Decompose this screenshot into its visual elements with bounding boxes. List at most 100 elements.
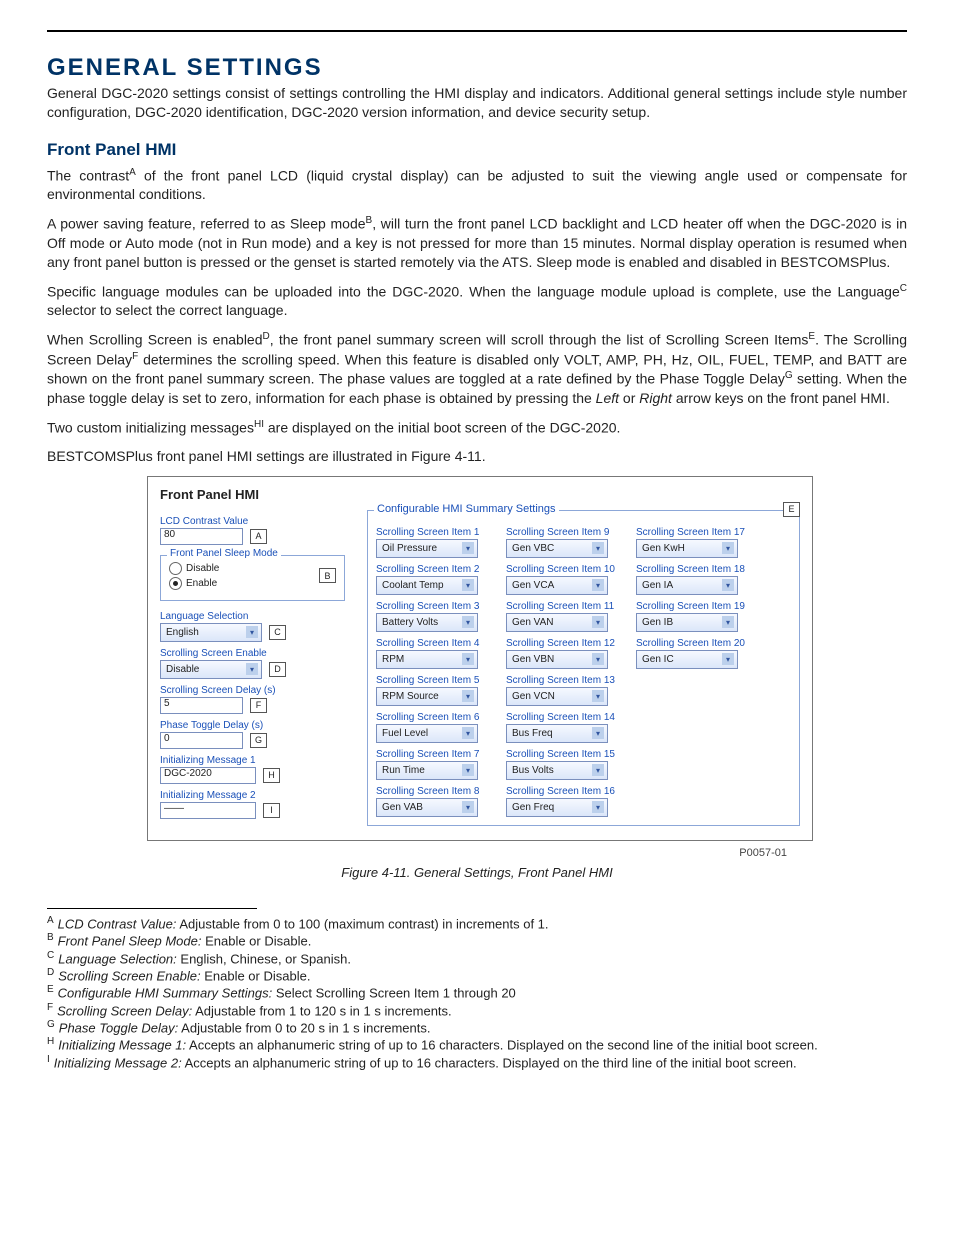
hmi-panel: Front Panel HMI LCD Contrast Value 80 A … <box>147 476 813 841</box>
footnote: BFront Panel Sleep Mode: Enable or Disab… <box>47 932 907 948</box>
scroll-item-select[interactable]: Battery Volts▾ <box>376 613 478 632</box>
select-value: Coolant Temp <box>382 580 444 591</box>
chevron-down-icon: ▾ <box>592 653 604 665</box>
init1-input[interactable]: DGC-2020 <box>160 767 256 784</box>
scroll-item-label: Scrolling Screen Item 3 <box>376 601 496 612</box>
footnote-letter: B <box>47 932 54 943</box>
label-contrast: LCD Contrast Value <box>160 516 345 527</box>
footnote-label: Initializing Message 1: <box>58 1038 186 1053</box>
scroll-item-select[interactable]: Gen VBN▾ <box>506 650 608 669</box>
text: determines the scrolling speed. When thi… <box>47 351 907 387</box>
scroll-item-label: Scrolling Screen Item 12 <box>506 638 626 649</box>
select-value: Battery Volts <box>382 617 438 628</box>
text: When Scrolling Screen is enabled <box>47 332 263 348</box>
scroll-item-label: Scrolling Screen Item 5 <box>376 675 496 686</box>
footnote-label: Scrolling Screen Delay: <box>57 1003 192 1018</box>
fieldset-sleep: Front Panel Sleep Mode Disable Enable B <box>160 555 345 601</box>
select-value: Gen VAN <box>512 617 554 628</box>
scroll-item-select[interactable]: Oil Pressure▾ <box>376 539 478 558</box>
scroll-item-label: Scrolling Screen Item 19 <box>636 601 756 612</box>
scroll-item-select[interactable]: Gen IC▾ <box>636 650 738 669</box>
radio-enable[interactable]: Enable <box>169 577 219 590</box>
footnote: ALCD Contrast Value: Adjustable from 0 t… <box>47 915 907 931</box>
footnote-letter: H <box>47 1036 54 1047</box>
footnote-text: Select Scrolling Screen Item 1 through 2… <box>272 986 516 1001</box>
hmi-right-column: Configurable HMI Summary Settings E Scro… <box>367 510 800 826</box>
scroll-item-label: Scrolling Screen Item 8 <box>376 786 496 797</box>
scroll-item-select[interactable]: RPM▾ <box>376 650 478 669</box>
right-col-title: Configurable HMI Summary Settings <box>374 503 559 515</box>
scroll-item-label: Scrolling Screen Item 10 <box>506 564 626 575</box>
scroll-item-select[interactable]: Gen KwH▾ <box>636 539 738 558</box>
text: of the front panel LCD (liquid crystal d… <box>47 167 907 202</box>
tag-f: F <box>250 698 267 713</box>
contrast-input[interactable]: 80 <box>160 528 243 545</box>
language-select[interactable]: English▾ <box>160 623 262 642</box>
scroll-item-select[interactable]: Run Time▾ <box>376 761 478 780</box>
select-value: Gen Freq <box>512 802 554 813</box>
scroll-item-select[interactable]: Gen VAB▾ <box>376 798 478 817</box>
footnote-letter: A <box>47 915 54 926</box>
footnote-text: Adjustable from 1 to 120 s in 1 s increm… <box>192 1003 451 1018</box>
chevron-down-icon: ▾ <box>592 616 604 628</box>
scroll-item-label: Scrolling Screen Item 18 <box>636 564 756 575</box>
scroll-item-select[interactable]: Bus Volts▾ <box>506 761 608 780</box>
footnote: H Initializing Message 1: Accepts an alph… <box>47 1036 907 1052</box>
footnote-label: Initializing Message 2: <box>54 1055 182 1070</box>
footnote-ref: C <box>900 283 907 294</box>
scroll-item-label: Scrolling Screen Item 7 <box>376 749 496 760</box>
footnote-ref: G <box>785 370 793 381</box>
text: , the front panel summary screen will sc… <box>270 332 809 348</box>
chevron-down-icon: ▾ <box>592 690 604 702</box>
figure-number: P0057-01 <box>147 847 787 859</box>
label-init2: Initializing Message 2 <box>160 790 345 801</box>
footnote-label: Phase Toggle Delay: <box>59 1020 179 1035</box>
tag-i: I <box>263 803 280 818</box>
scroll-item-select[interactable]: Gen VCN▾ <box>506 687 608 706</box>
chevron-down-icon: ▾ <box>592 579 604 591</box>
scroll-item-label: Scrolling Screen Item 2 <box>376 564 496 575</box>
footnote-ref: HI <box>254 419 264 430</box>
radio-label: Enable <box>186 578 217 589</box>
footnote-letter: C <box>47 950 54 961</box>
footnote-text: Adjustable from 0 to 100 (maximum contra… <box>176 916 548 931</box>
scroll-delay-input[interactable]: 5 <box>160 697 243 714</box>
chevron-down-icon: ▾ <box>592 801 604 813</box>
scroll-item-select[interactable]: Fuel Level▾ <box>376 724 478 743</box>
select-value: Run Time <box>382 765 425 776</box>
text: The contrast <box>47 167 129 183</box>
select-value: Gen VBC <box>512 543 554 554</box>
select-value: Disable <box>166 664 199 675</box>
chevron-down-icon: ▾ <box>462 727 474 739</box>
scroll-item-label: Scrolling Screen Item 6 <box>376 712 496 723</box>
footnote: DScrolling Screen Enable: Enable or Disa… <box>47 967 907 983</box>
scroll-item-select[interactable]: Gen IA▾ <box>636 576 738 595</box>
select-value: Gen IA <box>642 580 673 591</box>
footnote-text: Accepts an alphanumeric string of up to … <box>186 1038 818 1053</box>
scroll-item-label: Scrolling Screen Item 17 <box>636 527 756 538</box>
intro-paragraph: General DGC-2020 settings consist of set… <box>47 84 907 122</box>
footnote-text: Adjustable from 0 to 20 s in 1 s increme… <box>178 1020 430 1035</box>
scroll-item-select[interactable]: Gen VCA▾ <box>506 576 608 595</box>
scroll-item-select[interactable]: Gen Freq ▾ <box>506 798 608 817</box>
footnote-text: Enable or Disable. <box>201 934 311 949</box>
phase-delay-input[interactable]: 0 <box>160 732 243 749</box>
init2-input[interactable]: —— <box>160 802 256 819</box>
scroll-enable-select[interactable]: Disable▾ <box>160 660 262 679</box>
chevron-down-icon: ▾ <box>462 579 474 591</box>
radio-disable[interactable]: Disable <box>169 562 219 575</box>
tag-d: D <box>269 662 286 677</box>
page: GENERAL SETTINGS General DGC-2020 settin… <box>35 30 919 1095</box>
scroll-item-select[interactable]: RPM Source▾ <box>376 687 478 706</box>
chevron-down-icon: ▾ <box>592 542 604 554</box>
text: A power saving feature, referred to as S… <box>47 216 366 232</box>
scroll-item-select[interactable]: Coolant Temp ▾ <box>376 576 478 595</box>
scroll-item-select[interactable]: Gen VAN ▾ <box>506 613 608 632</box>
scroll-item-select[interactable]: Bus Freq▾ <box>506 724 608 743</box>
footnote-ref: A <box>129 167 136 178</box>
label-init1: Initializing Message 1 <box>160 755 345 766</box>
chevron-down-icon: ▾ <box>722 653 734 665</box>
para-language: Specific language modules can be uploade… <box>47 282 907 320</box>
scroll-item-select[interactable]: Gen VBC ▾ <box>506 539 608 558</box>
scroll-item-select[interactable]: Gen IB▾ <box>636 613 738 632</box>
